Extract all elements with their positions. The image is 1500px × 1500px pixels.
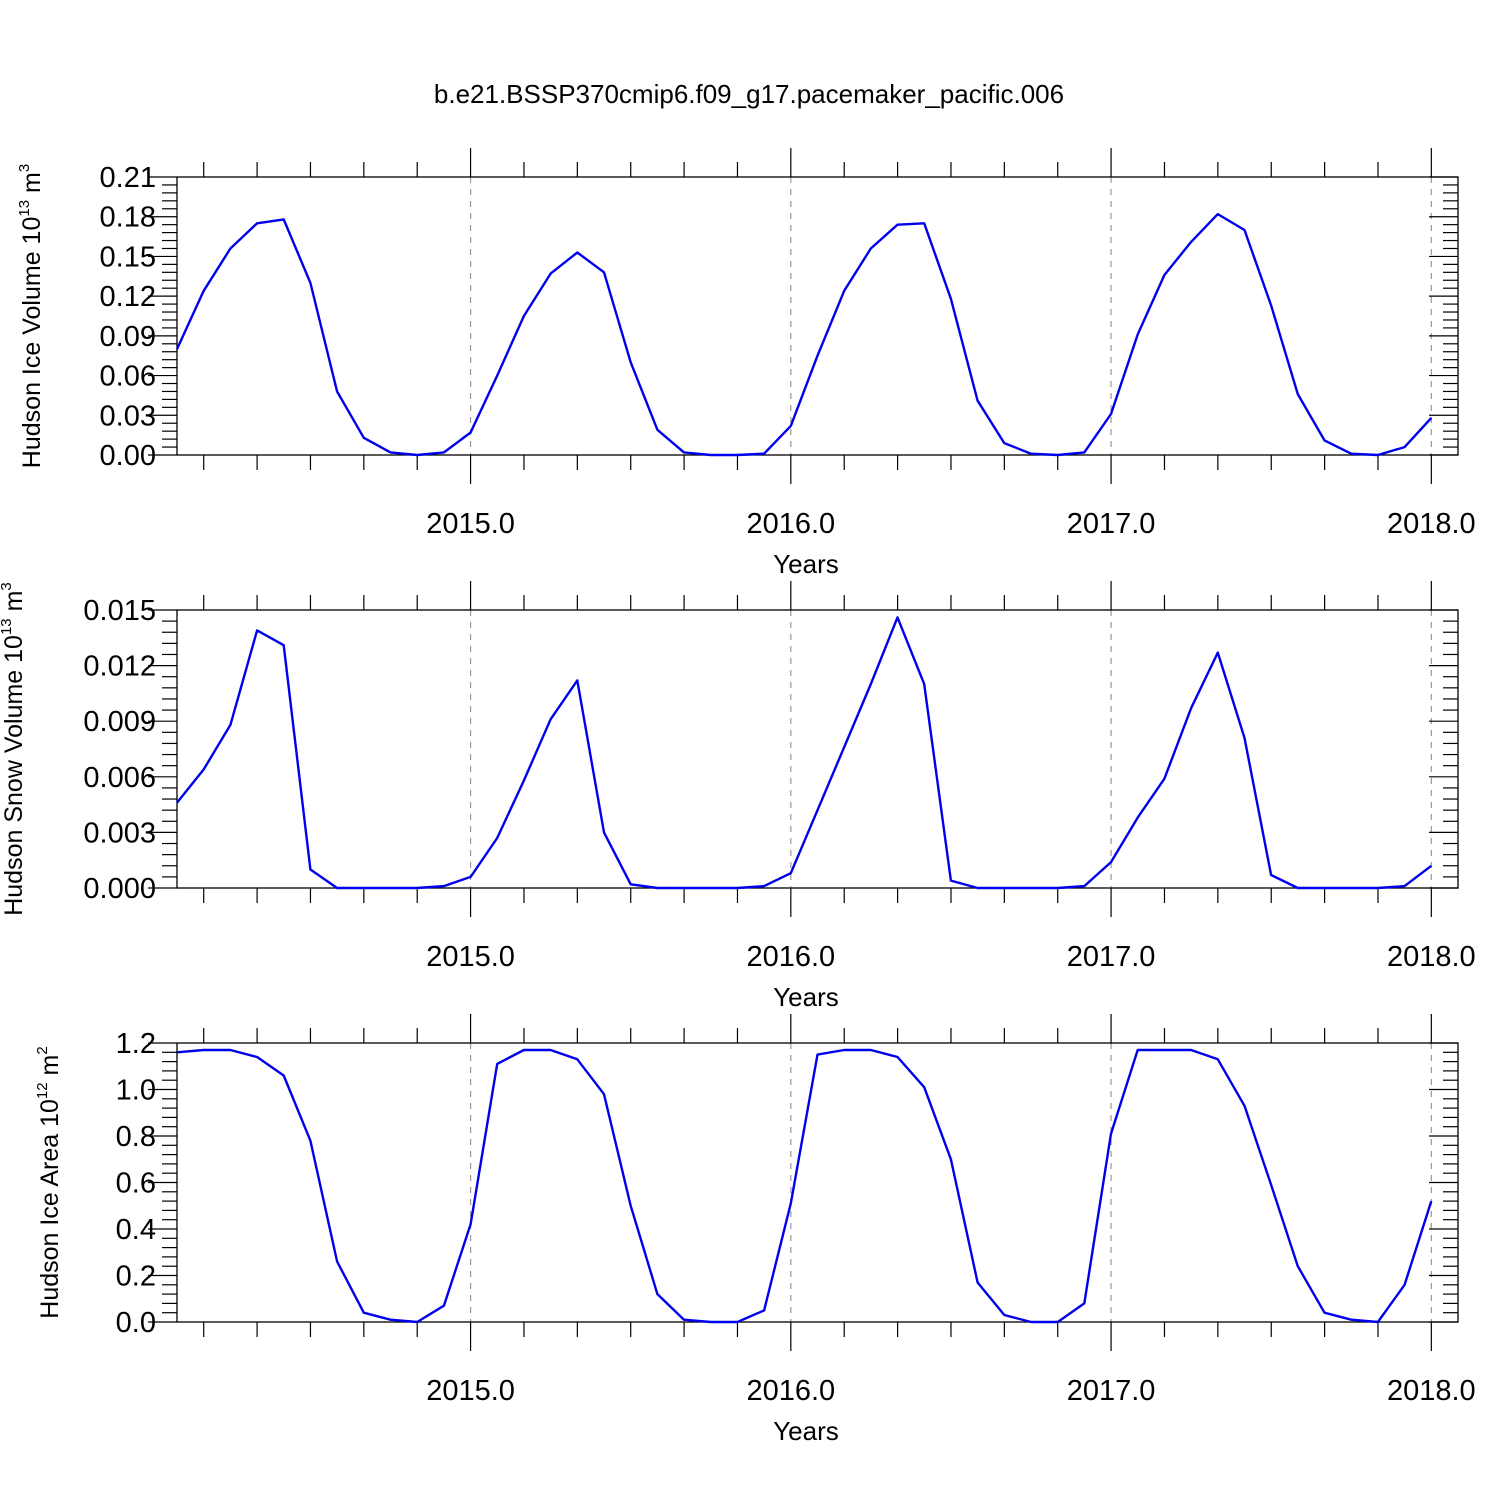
y-tick-label: 1.0 — [116, 1075, 156, 1107]
figure-title: b.e21.BSSP370cmip6.f09_g17.pacemaker_pac… — [434, 79, 1064, 109]
x-axis-label: Years — [773, 1416, 839, 1446]
y-tick-label: 0.009 — [83, 706, 156, 738]
y-tick-label: 0.006 — [83, 762, 156, 794]
plot-frame — [176, 176, 1459, 456]
chart-panel-3: 0.0 0.2 0.4 0.6 0.8 1.0 1.2 2015.0 2016.0 2017.0 2… — [34, 1014, 1476, 1446]
series-line — [175, 212, 1433, 457]
chart-panel-2: 0.000 0.003 0.006 0.009 0.012 0.015 2015.0 2016… — [0, 581, 1476, 1012]
y-tick-label: 0.21 — [100, 162, 156, 194]
series-line — [176, 616, 1433, 890]
y-tick-label: 0.000 — [83, 873, 156, 905]
y-tick-label: 0.012 — [83, 651, 156, 683]
chart-panel-1: 0.00 0.03 0.06 0.09 0.12 0.15 0.18 0.21 2015.0 20… — [16, 148, 1476, 579]
x-tick-label: 2018.0 — [1387, 508, 1476, 540]
y-tick-label: 0.2 — [116, 1261, 156, 1293]
y-tick-label: 0.6 — [116, 1168, 156, 1200]
y-tick-label: 0.03 — [100, 400, 156, 432]
y-axis-label: Hudson Snow Volume 1013 m3 — [0, 582, 28, 916]
plot-frame — [176, 1042, 1459, 1323]
x-tick-label: 2017.0 — [1067, 941, 1156, 973]
y-tick-label: 0.06 — [100, 361, 156, 393]
y-tick-label: 0.15 — [100, 241, 156, 273]
y-tick-label: 0.00 — [100, 440, 156, 472]
y-tick-label: 0.12 — [100, 281, 156, 313]
x-tick-label: 2016.0 — [746, 508, 835, 540]
x-axis-label: Years — [773, 982, 839, 1012]
y-axis-label: Hudson Ice Volume 1013 m3 — [16, 164, 46, 468]
x-tick-label: 2015.0 — [426, 508, 515, 540]
x-tick-label: 2015.0 — [426, 941, 515, 973]
x-tick-label: 2017.0 — [1067, 508, 1156, 540]
y-tick-label: 0.015 — [83, 595, 156, 627]
x-tick-label: 2018.0 — [1387, 941, 1476, 973]
y-tick-label: 1.2 — [116, 1028, 156, 1060]
x-axis-label: Years — [773, 549, 839, 579]
y-tick-label: 0.09 — [100, 321, 156, 353]
series-line — [176, 1048, 1433, 1324]
y-axis-label: Hudson Ice Area 1012 m2 — [34, 1046, 64, 1318]
plot-frame — [176, 609, 1459, 889]
y-tick-label: 0.18 — [100, 202, 156, 234]
y-tick-label: 0.4 — [116, 1214, 156, 1246]
x-tick-label: 2016.0 — [746, 941, 835, 973]
y-tick-label: 0.8 — [116, 1121, 156, 1153]
y-tick-label: 0.003 — [83, 817, 156, 849]
x-tick-label: 2015.0 — [426, 1375, 515, 1407]
x-tick-label: 2018.0 — [1387, 1375, 1476, 1407]
y-tick-label: 0.0 — [116, 1307, 156, 1339]
x-tick-label: 2017.0 — [1067, 1375, 1156, 1407]
x-tick-label: 2016.0 — [746, 1375, 835, 1407]
